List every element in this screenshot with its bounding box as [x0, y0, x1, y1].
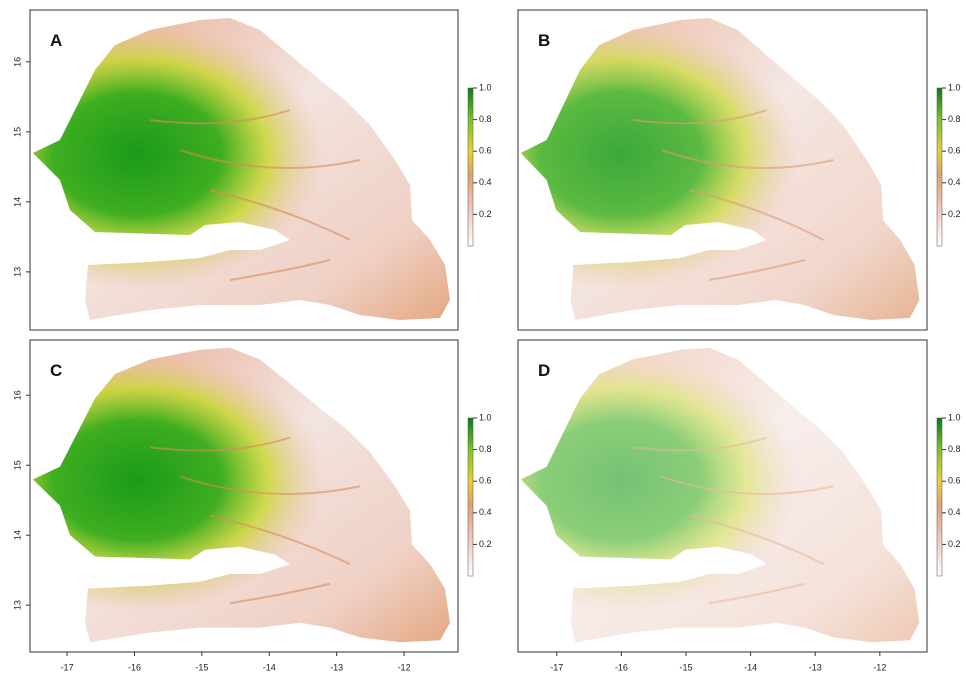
colorbar-tick-label: 1.0 — [479, 82, 492, 92]
panel-label: D — [538, 361, 550, 380]
map-panel: A 13 14 15 16 0.2 0.4 0.6 0.8 1.0 — [12, 9, 492, 331]
y-tick-label: 14 — [12, 530, 22, 540]
y-tick-label: 16 — [12, 390, 22, 400]
colorbar-tick-label: 0.6 — [948, 146, 961, 156]
colorbar-tick-label: 0.2 — [479, 209, 492, 219]
colorbar-tick-label: 0.8 — [948, 444, 961, 454]
colorbar-tick-label: 0.8 — [479, 114, 492, 124]
colorbar-tick-label: 1.0 — [479, 412, 492, 422]
y-tick-label: 14 — [12, 197, 22, 207]
x-tick-label: -16 — [128, 662, 141, 672]
x-tick-label: -17 — [61, 662, 74, 672]
x-tick-label: -13 — [330, 662, 343, 672]
colorbar — [936, 87, 943, 247]
x-tick-label: -15 — [679, 662, 692, 672]
panels: A 13 14 15 16 0.2 0.4 0.6 0.8 1.0 B 0.2 0.4 0.6 0.8 1.0… — [12, 9, 961, 672]
colorbar-tick-label: 0.4 — [479, 177, 492, 187]
colorbar-tick-label: 0.8 — [948, 114, 961, 124]
panel-label: C — [50, 361, 62, 380]
map-panel: C 13 14 15 16 -17 -16 -15 -14 -13 -12 0.2 0.4 0.6 0.8 1… — [12, 339, 492, 672]
x-tick-label: -14 — [263, 662, 276, 672]
colorbar — [936, 417, 943, 577]
x-tick-label: -13 — [809, 662, 822, 672]
colorbar-tick-label: 0.8 — [479, 444, 492, 454]
colorbar-tick-label: 1.0 — [948, 82, 961, 92]
colorbar-tick-label: 0.4 — [479, 507, 492, 517]
x-tick-label: -17 — [550, 662, 563, 672]
colorbar — [467, 87, 474, 247]
x-tick-label: -14 — [744, 662, 757, 672]
colorbar-tick-label: 0.4 — [948, 507, 961, 517]
colorbar — [467, 417, 474, 577]
y-tick-label: 13 — [12, 600, 22, 610]
map-panel: B 0.2 0.4 0.6 0.8 1.0 — [517, 9, 961, 331]
panel-label: A — [50, 31, 62, 50]
colorbar-tick-label: 0.6 — [948, 476, 961, 486]
panel-label: B — [538, 31, 550, 50]
colorbar-tick-label: 0.2 — [948, 539, 961, 549]
colorbar-tick-label: 0.6 — [479, 146, 492, 156]
x-tick-label: -16 — [615, 662, 628, 672]
colorbar-tick-label: 0.2 — [479, 539, 492, 549]
y-tick-label: 16 — [12, 57, 22, 67]
colorbar-tick-label: 0.4 — [948, 177, 961, 187]
y-tick-label: 13 — [12, 267, 22, 277]
y-tick-label: 15 — [12, 460, 22, 470]
map-panel: D -17 -16 -15 -14 -13 -12 0.2 0.4 0.6 0.8 1.0 — [517, 339, 961, 672]
colorbar-tick-label: 0.6 — [479, 476, 492, 486]
x-tick-label: -12 — [873, 662, 886, 672]
colorbar-tick-label: 1.0 — [948, 412, 961, 422]
x-tick-label: -15 — [195, 662, 208, 672]
colorbar-tick-label: 0.2 — [948, 209, 961, 219]
y-tick-label: 15 — [12, 127, 22, 137]
x-tick-label: -12 — [398, 662, 411, 672]
